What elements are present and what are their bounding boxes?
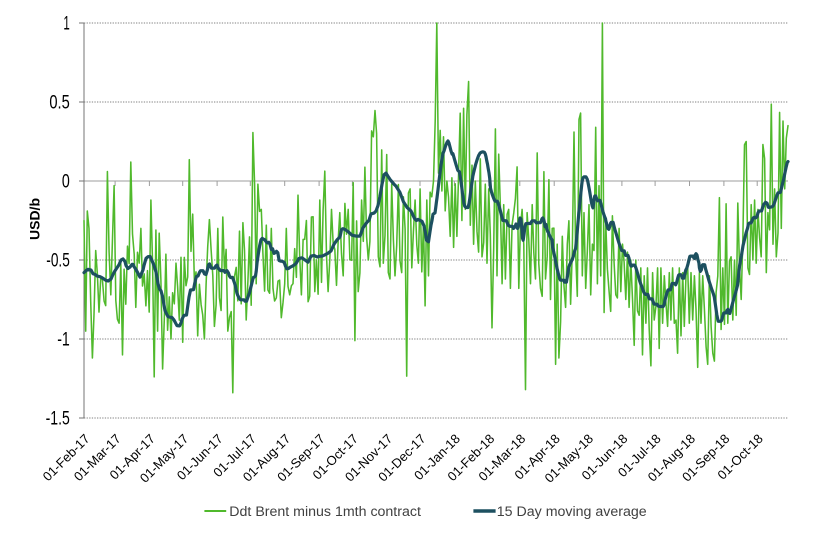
svg-text:-1: -1 — [57, 330, 70, 351]
svg-text:-0.5: -0.5 — [46, 251, 70, 272]
svg-text:1: 1 — [63, 14, 69, 35]
svg-text:USD/b: USD/b — [27, 198, 43, 240]
svg-text:-1.5: -1.5 — [46, 409, 70, 430]
svg-text:15 Day moving average: 15 Day moving average — [497, 504, 647, 520]
svg-text:Ddt Brent minus 1mth contract: Ddt Brent minus 1mth contract — [229, 504, 421, 520]
svg-text:0: 0 — [62, 172, 70, 193]
svg-text:0.5: 0.5 — [49, 93, 69, 114]
